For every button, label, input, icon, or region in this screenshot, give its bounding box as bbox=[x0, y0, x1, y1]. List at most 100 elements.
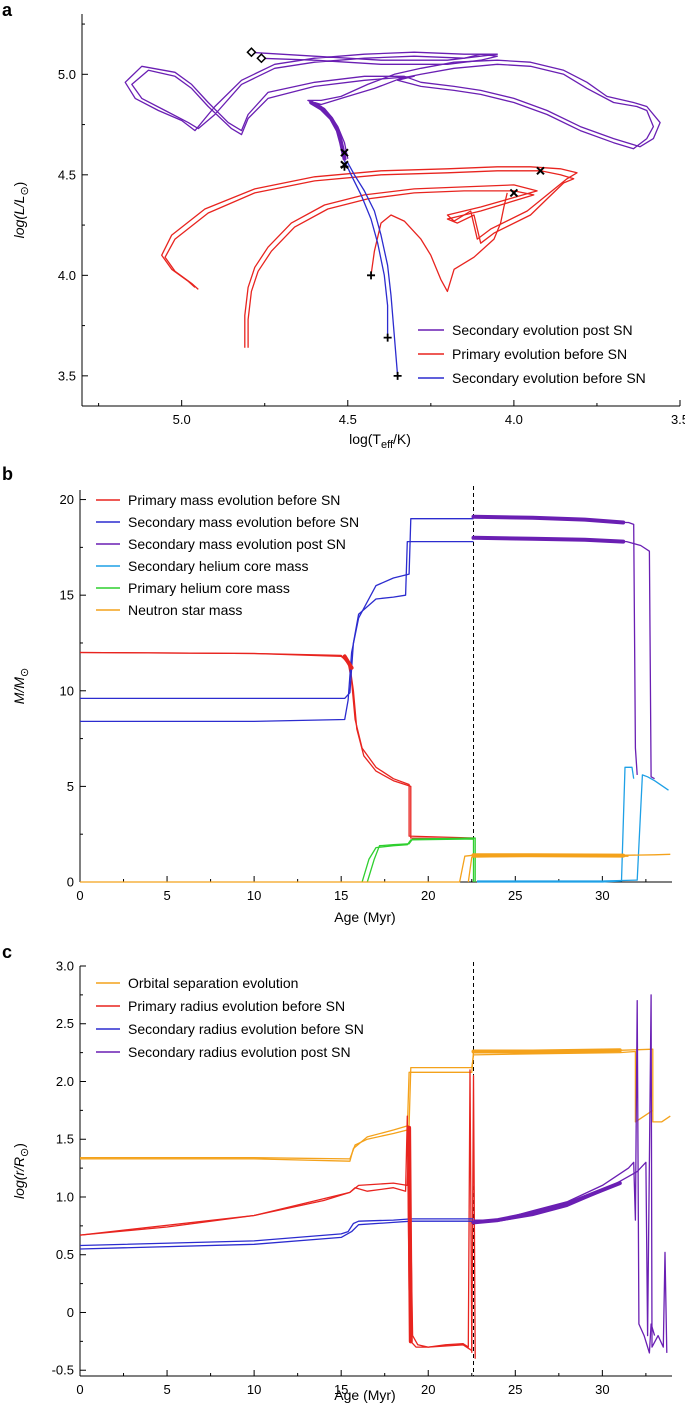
series-line-secondary-helium-core-mass bbox=[477, 766, 635, 883]
y-tick-label: 4.5 bbox=[58, 167, 76, 182]
panel-a-hr-diagram: 5.0 4.5 4.0 3.5 3.5 4.0 4.5 5.0 log(Teff/K) log(L… bbox=[11, 14, 685, 451]
series-line-primary-helium-core-mass bbox=[366, 837, 476, 883]
x-axis-label: Age (Myr) bbox=[334, 909, 395, 925]
series-line-secondary-radius-evolution-before-sn bbox=[79, 1218, 474, 1247]
y-tick-label: 10 bbox=[60, 683, 74, 698]
series-line-primary-radius-evolution-before-sn bbox=[79, 1075, 476, 1359]
x-marker bbox=[509, 188, 519, 198]
plus-marker bbox=[393, 371, 402, 380]
bold-segment bbox=[471, 535, 626, 544]
plus-marker bbox=[383, 333, 392, 342]
panel-label-a: a bbox=[2, 0, 13, 20]
bold-segment bbox=[309, 100, 347, 161]
series-line-primary-mass-evolution-before-sn bbox=[79, 651, 474, 840]
x-tick-label: 20 bbox=[421, 1382, 435, 1397]
legend-label-secondary-mass-evolution-before-sn: Secondary mass evolution before SN bbox=[128, 514, 359, 530]
y-axis-label: log(r/R⊙) bbox=[11, 1143, 31, 1199]
x-tick-label: 25 bbox=[508, 888, 522, 903]
series-line-primary-evolution-before-sn bbox=[161, 166, 578, 348]
legend-label-secondary-radius-evolution-post-sn: Secondary radius evolution post SN bbox=[128, 1044, 351, 1060]
sun-symbol-icon: ⊙ bbox=[19, 668, 31, 677]
legend-label-primary-helium-core-mass: Primary helium core mass bbox=[128, 580, 290, 596]
sun-symbol-icon: ⊙ bbox=[19, 186, 31, 195]
diamond-marker bbox=[256, 53, 267, 64]
y-tick-label: 1.0 bbox=[56, 1189, 74, 1204]
x-tick-label: 0 bbox=[76, 1382, 83, 1397]
series-line-secondary-mass-evolution-post-sn bbox=[473, 537, 655, 780]
x-tick-label: 20 bbox=[421, 888, 435, 903]
y-tick-label: 5 bbox=[67, 779, 74, 794]
x-tick-label: 10 bbox=[247, 888, 261, 903]
series-line-secondary-radius-evolution-before-sn bbox=[79, 1220, 474, 1250]
sun-symbol-icon: ⊙ bbox=[19, 1148, 31, 1157]
y-axis-label: log(L/L⊙) bbox=[11, 182, 31, 239]
x-tick-label: 4.0 bbox=[505, 412, 523, 427]
y-axis-label: M/M⊙ bbox=[11, 668, 31, 704]
x-tick-label: 25 bbox=[508, 1382, 522, 1397]
series-line-secondary-mass-evolution-before-sn bbox=[80, 540, 474, 700]
y-tick-label: 4.0 bbox=[58, 268, 76, 283]
x-tick-label: 5 bbox=[163, 888, 170, 903]
y-tick-label: 20 bbox=[60, 492, 74, 507]
series-line-secondary-evolution-post-sn bbox=[131, 53, 655, 159]
y-tick-label: 5.0 bbox=[58, 67, 76, 82]
legend-label-primary-radius-evolution-before-sn: Primary radius evolution before SN bbox=[128, 998, 345, 1014]
y-tick-label: 3.0 bbox=[56, 959, 74, 974]
series-line-primary-mass-evolution-before-sn bbox=[79, 651, 474, 839]
x-axis-label: log(Teff/K) bbox=[349, 431, 411, 451]
bold-segment bbox=[471, 1048, 622, 1054]
series-line-primary-radius-evolution-before-sn bbox=[79, 1069, 473, 1353]
x-axis-label: Age (Myr) bbox=[334, 1387, 395, 1403]
series-line-primary-evolution-before-sn bbox=[370, 192, 508, 293]
y-tick-label: 3.5 bbox=[58, 368, 76, 383]
y-tick-label: 2.5 bbox=[56, 1016, 74, 1031]
x-tick-label: 0 bbox=[76, 888, 83, 903]
legend-label-secondary-helium-core-mass: Secondary helium core mass bbox=[128, 558, 309, 574]
plus-marker bbox=[367, 271, 376, 280]
legend-label-neutron-star-mass: Neutron star mass bbox=[128, 602, 242, 618]
bold-segment bbox=[471, 1181, 622, 1225]
bold-segment bbox=[342, 654, 354, 670]
series-line-secondary-radius-evolution-post-sn bbox=[473, 999, 656, 1354]
bold-segment bbox=[407, 1125, 413, 1344]
x-tick-label: 15 bbox=[334, 1382, 348, 1397]
series-line-secondary-mass-evolution-post-sn bbox=[473, 516, 638, 775]
legend-label-orbital-separation-evolution: Orbital separation evolution bbox=[128, 975, 298, 991]
panel-b-mass-evolution: 0 5 10 15 20 25 30 0 5 10 15 20 Age (Myr) M/M⊙ Primary… bbox=[11, 486, 672, 925]
series-line-primary-evolution-before-sn bbox=[164, 170, 575, 348]
y-tick-label: 0 bbox=[67, 1305, 74, 1320]
panel-label-c: c bbox=[2, 942, 12, 962]
legend-label-primary-evolution-before-sn: Primary evolution before SN bbox=[452, 346, 627, 362]
x-tick-label: 5.0 bbox=[173, 412, 191, 427]
series-line-orbital-separation-evolution bbox=[80, 1048, 671, 1160]
series-line-primary-helium-core-mass bbox=[361, 838, 475, 883]
panel-label-b: b bbox=[2, 464, 13, 484]
y-tick-label: 2.0 bbox=[56, 1074, 74, 1089]
legend-label-primary-mass-evolution-before-sn: Primary mass evolution before SN bbox=[128, 492, 340, 508]
y-tick-label: -0.5 bbox=[52, 1363, 74, 1378]
x-tick-label: 3.5 bbox=[671, 412, 685, 427]
legend-label-secondary-evolution-before-sn: Secondary evolution before SN bbox=[452, 370, 646, 386]
series-line-secondary-evolution-before-sn bbox=[343, 160, 389, 338]
legend-label-secondary-mass-evolution-post-sn: Secondary mass evolution post SN bbox=[128, 536, 346, 552]
series-line-secondary-evolution-before-sn bbox=[347, 162, 399, 376]
y-tick-label: 1.5 bbox=[56, 1132, 74, 1147]
x-tick-label: 15 bbox=[334, 888, 348, 903]
y-tick-label: 0 bbox=[67, 875, 74, 890]
bold-segment bbox=[471, 514, 626, 525]
y-tick-label: 0.5 bbox=[56, 1247, 74, 1262]
series-line-secondary-helium-core-mass bbox=[477, 774, 669, 882]
legend-label-secondary-evolution-post-sn: Secondary evolution post SN bbox=[452, 322, 633, 338]
series-line-secondary-evolution-post-sn bbox=[124, 51, 661, 153]
series-line-secondary-mass-evolution-before-sn bbox=[80, 518, 474, 723]
plus-marker bbox=[340, 162, 349, 171]
series-line-neutron-star-mass bbox=[467, 855, 629, 883]
series-line-secondary-radius-evolution-post-sn bbox=[473, 994, 668, 1353]
y-tick-label: 15 bbox=[60, 588, 74, 603]
x-tick-label: 30 bbox=[595, 888, 609, 903]
diamond-marker bbox=[246, 47, 257, 58]
x-tick-label: 30 bbox=[595, 1382, 609, 1397]
x-tick-label: 4.5 bbox=[339, 412, 357, 427]
